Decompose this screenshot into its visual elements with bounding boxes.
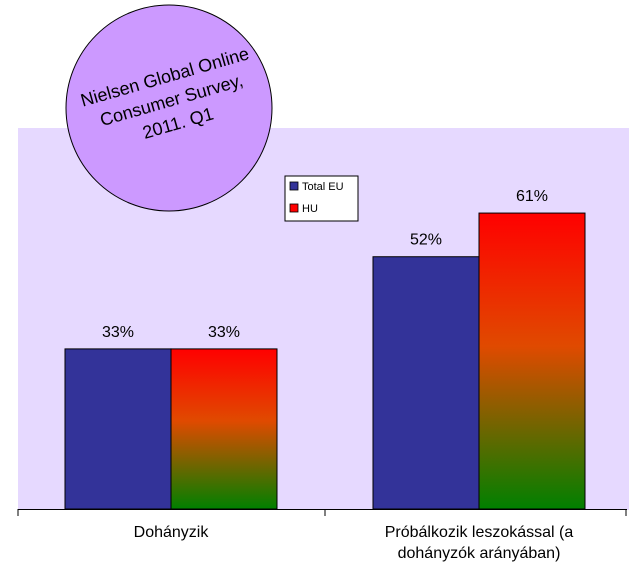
bar-hu-0 xyxy=(170,348,278,510)
data-label-hu-0: 33% xyxy=(208,324,240,341)
data-label-hu-1: 61% xyxy=(516,188,548,205)
legend-swatch-hu xyxy=(289,203,299,213)
data-label-total-eu-1: 52% xyxy=(410,232,442,249)
legend-swatch-total-eu xyxy=(289,181,299,191)
legend-label-total-eu: Total EU xyxy=(302,181,344,193)
x-tick-label-1-line-0: Próbálkozik leszokással (a xyxy=(385,524,574,541)
x-tick-label-0: Dohányzik xyxy=(134,524,210,541)
data-label-total-eu-0: 33% xyxy=(102,324,134,341)
legend-box xyxy=(284,175,359,222)
bar-hu-1 xyxy=(478,212,586,510)
bar-total-eu-1 xyxy=(372,256,480,510)
bar-total-eu-0 xyxy=(64,348,172,510)
x-tick-label-1-line-1: dohányzók arányában) xyxy=(398,545,561,562)
legend-label-hu: HU xyxy=(302,203,318,215)
annotation-circle xyxy=(65,4,273,212)
